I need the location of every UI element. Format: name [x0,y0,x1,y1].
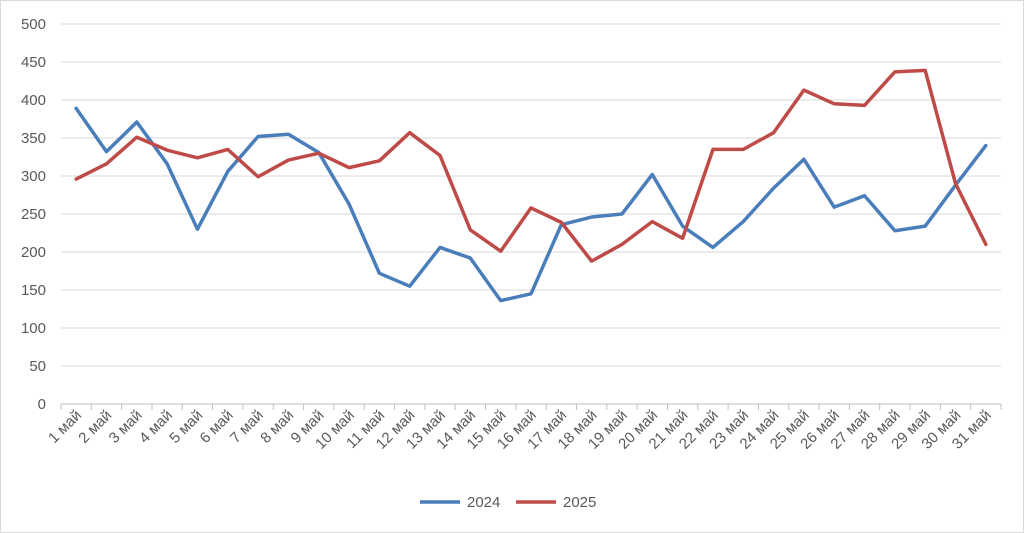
y-tick-label: 150 [21,282,46,299]
x-tick-label: 1 май [45,407,85,447]
y-tick-label: 450 [21,54,46,71]
y-tick-label: 50 [29,358,46,375]
x-tick-label: 5 май [166,407,206,447]
series-line-2024 [74,106,988,303]
y-tick-label: 400 [21,92,46,109]
y-tick-label: 0 [38,396,46,413]
y-axis-ticks: 0 50 100 150 200 250 300 350 400 450 500 [21,16,46,413]
y-tick-label: 300 [21,168,46,185]
y-tick-label: 200 [21,244,46,261]
x-tick-label: 8 май [257,407,297,447]
y-tick-label: 100 [21,320,46,337]
y-tick-label: 500 [21,16,46,33]
legend: 2024 2025 [420,494,596,511]
x-tick-label: 7 май [227,407,267,447]
y-tick-label: 250 [21,206,46,223]
series-lines [74,68,988,303]
legend-label-2025: 2025 [563,494,596,511]
x-tick-label: 4 май [136,407,176,447]
gridlines [61,23,1001,367]
x-tick-label: 6 май [197,407,237,447]
x-tick-label: 3 май [106,407,146,447]
series-line-2025 [74,68,988,263]
x-tick-label: 2 май [75,407,115,447]
legend-label-2024: 2024 [467,494,500,511]
y-tick-label: 350 [21,130,46,147]
